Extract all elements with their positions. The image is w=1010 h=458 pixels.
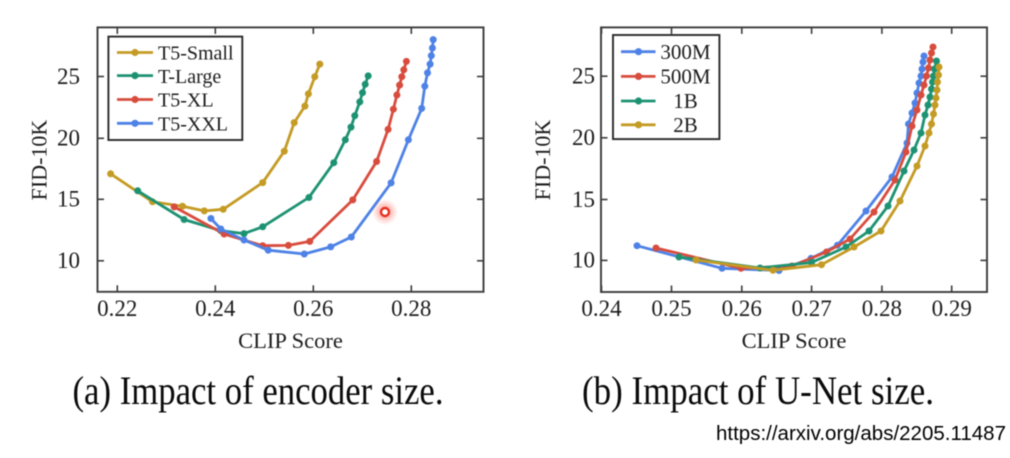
svg-text:20: 20	[57, 126, 80, 151]
svg-text:0.26: 0.26	[293, 296, 333, 321]
svg-text:0.24: 0.24	[581, 296, 622, 321]
svg-text:(a) Impact of encoder size.: (a) Impact of encoder size.	[73, 368, 444, 413]
svg-text:T5-XXL: T5-XXL	[158, 114, 228, 136]
svg-text:0.27: 0.27	[791, 296, 831, 321]
svg-text:25: 25	[572, 64, 595, 89]
svg-text:0.25: 0.25	[651, 296, 691, 321]
svg-text:T5-Small: T5-Small	[158, 43, 234, 65]
svg-text:0.28: 0.28	[391, 296, 431, 321]
svg-text:10: 10	[57, 248, 80, 273]
svg-text:CLIP Score: CLIP Score	[238, 328, 343, 353]
svg-text:FID-10K: FID-10K	[27, 120, 52, 201]
svg-text:T5-XL: T5-XL	[158, 90, 214, 112]
svg-text:0.22: 0.22	[97, 296, 137, 321]
svg-text:15: 15	[572, 187, 595, 212]
svg-text:T-Large: T-Large	[158, 66, 221, 88]
svg-text:25: 25	[57, 64, 80, 89]
svg-text:500M: 500M	[660, 65, 711, 89]
svg-text:2B: 2B	[673, 113, 698, 137]
svg-text:15: 15	[57, 187, 80, 212]
svg-text:300M: 300M	[660, 40, 711, 64]
svg-text:10: 10	[572, 248, 595, 273]
svg-text:1B: 1B	[673, 89, 698, 113]
svg-text:https://arxiv.org/abs/2205.114: https://arxiv.org/abs/2205.11487	[716, 423, 1006, 445]
svg-text:0.28: 0.28	[862, 296, 902, 321]
svg-text:0.26: 0.26	[722, 296, 762, 321]
svg-text:0.29: 0.29	[932, 296, 972, 321]
svg-text:20: 20	[572, 125, 595, 150]
svg-text:(b) Impact of U-Net size.: (b) Impact of U-Net size.	[582, 368, 934, 413]
svg-text:CLIP Score: CLIP Score	[742, 328, 847, 353]
svg-text:0.24: 0.24	[195, 296, 236, 321]
svg-text:FID-10K: FID-10K	[530, 120, 555, 201]
